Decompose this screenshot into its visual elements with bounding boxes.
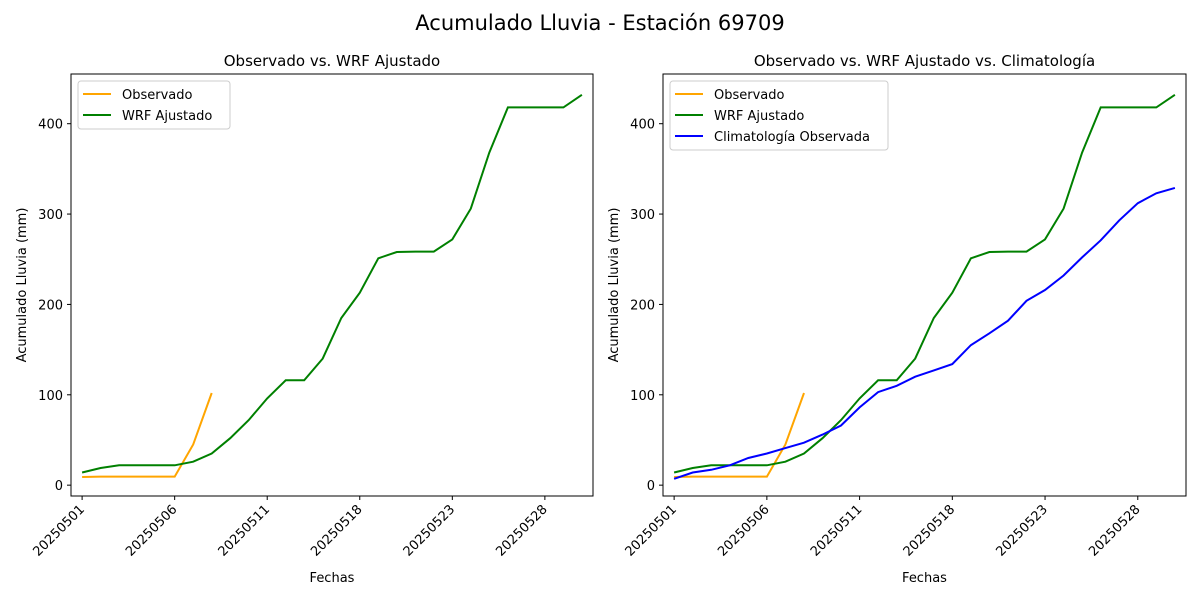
right-chart-panel: Observado vs. WRF Ajustado vs. Climatolo… bbox=[607, 52, 1187, 586]
x-tick-label: 20250528 bbox=[493, 502, 550, 559]
left-chart-panel: Observado vs. WRF Ajustado 0 100 200 300 400 2… bbox=[15, 52, 594, 586]
legend-label: Observado bbox=[714, 88, 785, 103]
legend-box bbox=[77, 80, 231, 130]
figure-suptitle: Acumulado Lluvia - Estación 69709 bbox=[415, 11, 784, 35]
y-tick-label: 0 bbox=[55, 479, 63, 494]
legend-box bbox=[669, 80, 889, 151]
x-tick-label: 20250523 bbox=[993, 502, 1050, 559]
plot-frame bbox=[662, 73, 1187, 497]
x-tick-label: 20250511 bbox=[808, 502, 865, 559]
y-tick-label: 100 bbox=[630, 389, 655, 404]
y-axis-label: Acumulado Lluvia (mm) bbox=[15, 208, 30, 363]
series-line-wrf-ajustado bbox=[673, 93, 1176, 474]
plot-frame bbox=[70, 73, 594, 497]
x-tick-label: 20250523 bbox=[401, 502, 458, 559]
series-line-wrf-ajustado bbox=[81, 93, 583, 474]
y-axis-label: Acumulado Lluvia (mm) bbox=[607, 208, 622, 363]
x-tick-label: 20250528 bbox=[1086, 502, 1143, 559]
y-tick-label: 200 bbox=[38, 298, 63, 313]
series-line-climatolog-a-observada bbox=[673, 186, 1176, 480]
y-tick-label: 0 bbox=[647, 479, 655, 494]
y-tick-label: 200 bbox=[630, 298, 655, 313]
x-tick-label: 20250518 bbox=[308, 502, 365, 559]
chart-title: Observado vs. WRF Ajustado vs. Climatolo… bbox=[754, 52, 1095, 70]
legend-label: WRF Ajustado bbox=[714, 109, 804, 124]
x-tick-label: 20250506 bbox=[123, 502, 180, 559]
y-tick-label: 400 bbox=[630, 118, 655, 133]
x-tick-label: 20250511 bbox=[216, 502, 273, 559]
x-tick-label: 20250501 bbox=[31, 502, 88, 559]
y-tick-label: 300 bbox=[630, 208, 655, 223]
y-tick-label: 100 bbox=[38, 389, 63, 404]
x-axis-label: Fechas bbox=[310, 571, 355, 586]
x-tick-label: 20250501 bbox=[623, 502, 680, 559]
chart-title: Observado vs. WRF Ajustado bbox=[224, 52, 440, 70]
legend-label: Observado bbox=[122, 88, 193, 103]
x-tick-label: 20250506 bbox=[715, 502, 772, 559]
x-axis-label: Fechas bbox=[902, 571, 947, 586]
y-tick-label: 300 bbox=[38, 208, 63, 223]
series-line-observado bbox=[82, 392, 213, 478]
y-tick-label: 400 bbox=[38, 118, 63, 133]
legend-label: Climatología Observada bbox=[714, 130, 870, 145]
legend-label: WRF Ajustado bbox=[122, 109, 212, 124]
x-tick-label: 20250518 bbox=[901, 502, 958, 559]
